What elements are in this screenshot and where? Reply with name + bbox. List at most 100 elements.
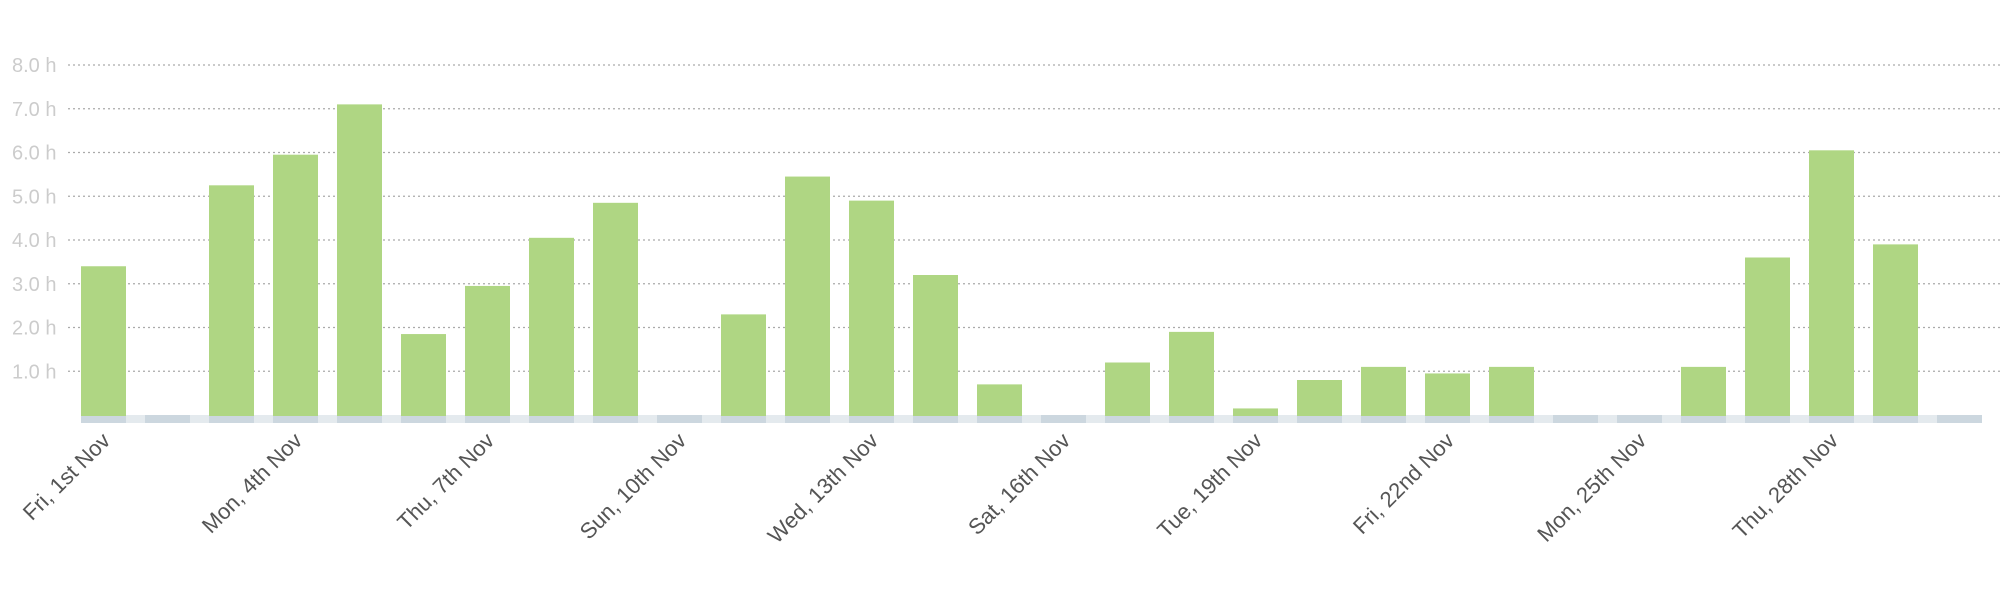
day-track-segment bbox=[1169, 415, 1214, 423]
x-tick-label: Sun, 10th Nov bbox=[575, 428, 691, 544]
day-track-segment bbox=[145, 415, 190, 423]
x-tick-label: Fri, 1st Nov bbox=[18, 428, 115, 525]
day-bar[interactable] bbox=[1745, 257, 1790, 417]
day-track-segment bbox=[977, 415, 1022, 423]
track-gap bbox=[446, 415, 465, 423]
track-gap bbox=[1790, 415, 1809, 423]
day-bar[interactable] bbox=[721, 314, 766, 416]
day-track-segment bbox=[529, 415, 574, 423]
day-bar[interactable] bbox=[913, 275, 958, 416]
x-tick-label: Wed, 13th Nov bbox=[763, 428, 883, 548]
day-bar[interactable] bbox=[1489, 366, 1534, 416]
day-bar[interactable] bbox=[849, 200, 894, 416]
day-track-segment bbox=[81, 415, 126, 423]
day-track-segment bbox=[1745, 415, 1790, 423]
track-gap bbox=[702, 415, 721, 423]
day-track-segment bbox=[1617, 415, 1662, 423]
y-axis-ticks: 1.0 h 2.0 h 3.0 h 4.0 h 5.0 h 6.0 h 7.0 h 8.0 h bbox=[12, 55, 56, 383]
day-track-segment bbox=[1297, 415, 1342, 423]
day-bar[interactable] bbox=[401, 334, 446, 416]
x-axis-ticks: Fri, 1st Nov Mon, 4th Nov Thu, 7th Nov Sun,… bbox=[18, 428, 1843, 548]
day-bar[interactable] bbox=[977, 384, 1022, 416]
x-tick-label: Fri, 22nd Nov bbox=[1348, 428, 1459, 539]
day-bar[interactable] bbox=[1873, 244, 1918, 416]
y-tick-label: 4.0 h bbox=[12, 230, 56, 252]
day-bar[interactable] bbox=[273, 154, 318, 416]
track-gap bbox=[638, 415, 657, 423]
y-tick-label: 7.0 h bbox=[12, 99, 56, 121]
day-track-segment bbox=[1553, 415, 1598, 423]
y-tick-label: 6.0 h bbox=[12, 143, 56, 165]
track-gap bbox=[1726, 415, 1745, 423]
baseline-track bbox=[81, 415, 1982, 423]
day-track-segment bbox=[1041, 415, 1086, 423]
x-tick-label: Mon, 4th Nov bbox=[197, 428, 307, 538]
day-track-segment bbox=[465, 415, 510, 423]
track-gap bbox=[1086, 415, 1105, 423]
track-gap bbox=[1534, 415, 1553, 423]
day-bar[interactable] bbox=[337, 104, 382, 416]
day-bar[interactable] bbox=[785, 176, 830, 416]
day-track-segment bbox=[1873, 415, 1918, 423]
day-track-segment bbox=[1809, 415, 1854, 423]
x-tick-label: Tue, 19th Nov bbox=[1152, 428, 1267, 543]
track-gap bbox=[1278, 415, 1297, 423]
day-track-segment bbox=[337, 415, 382, 423]
day-track-segment bbox=[401, 415, 446, 423]
x-tick-label: Sat, 16th Nov bbox=[963, 428, 1075, 540]
track-gap bbox=[958, 415, 977, 423]
day-bar[interactable] bbox=[1809, 150, 1854, 416]
day-track-segment bbox=[273, 415, 318, 423]
track-gap bbox=[766, 415, 785, 423]
y-tick-label: 5.0 h bbox=[12, 186, 56, 208]
track-gap bbox=[894, 415, 913, 423]
track-gap bbox=[1150, 415, 1169, 423]
day-track-segment bbox=[849, 415, 894, 423]
day-bar[interactable] bbox=[1169, 331, 1214, 416]
day-bar[interactable] bbox=[81, 266, 126, 416]
track-gap bbox=[1598, 415, 1617, 423]
y-tick-label: 1.0 h bbox=[12, 361, 56, 383]
y-tick-label: 3.0 h bbox=[12, 274, 56, 296]
day-track-segment bbox=[721, 415, 766, 423]
day-bar[interactable] bbox=[1681, 366, 1726, 416]
x-tick-label: Mon, 25th Nov bbox=[1532, 428, 1651, 547]
day-track-segment bbox=[1489, 415, 1534, 423]
day-bar[interactable] bbox=[1361, 366, 1406, 416]
y-tick-label: 2.0 h bbox=[12, 318, 56, 340]
track-gap bbox=[574, 415, 593, 423]
track-gap bbox=[126, 415, 145, 423]
track-gap bbox=[254, 415, 273, 423]
track-gap bbox=[190, 415, 209, 423]
day-track-segment bbox=[1937, 415, 1982, 423]
day-track-segment bbox=[1681, 415, 1726, 423]
track-gap bbox=[1662, 415, 1681, 423]
track-gap bbox=[1470, 415, 1489, 423]
x-tick-label: Thu, 7th Nov bbox=[392, 428, 499, 535]
day-bar[interactable] bbox=[209, 185, 254, 416]
track-gap bbox=[382, 415, 401, 423]
day-track-segment bbox=[785, 415, 830, 423]
y-tick-label: 8.0 h bbox=[12, 55, 56, 77]
track-gap bbox=[318, 415, 337, 423]
day-track-segment bbox=[1425, 415, 1470, 423]
track-gap bbox=[510, 415, 529, 423]
day-track-segment bbox=[913, 415, 958, 423]
track-gap bbox=[1918, 415, 1937, 423]
day-track-segment bbox=[657, 415, 702, 423]
day-bar[interactable] bbox=[593, 202, 638, 416]
day-bar[interactable] bbox=[1297, 380, 1342, 416]
track-gap bbox=[830, 415, 849, 423]
day-track-segment bbox=[209, 415, 254, 423]
day-bar[interactable] bbox=[1233, 408, 1278, 416]
day-bar[interactable] bbox=[529, 237, 574, 416]
day-track-segment bbox=[593, 415, 638, 423]
day-bar[interactable] bbox=[1425, 373, 1470, 416]
day-bar[interactable] bbox=[465, 285, 510, 416]
track-gap bbox=[1214, 415, 1233, 423]
day-bar[interactable] bbox=[1105, 362, 1150, 417]
track-gap bbox=[1342, 415, 1361, 423]
track-gap bbox=[1022, 415, 1041, 423]
